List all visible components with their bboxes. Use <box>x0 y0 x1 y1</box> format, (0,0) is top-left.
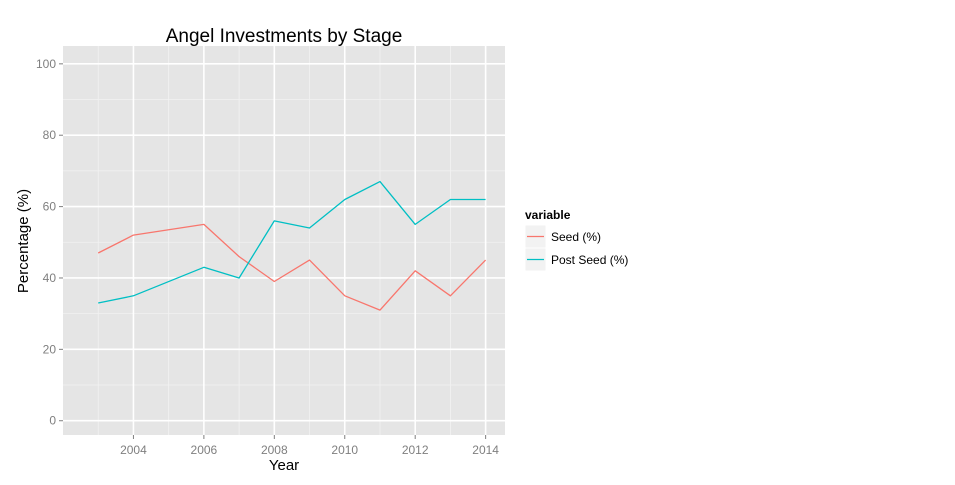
minor-gridlines <box>63 46 505 435</box>
x-axis-title: Year <box>269 457 299 474</box>
y-axis-title: Percentage (%) <box>15 189 32 293</box>
y-tick-label: 0 <box>49 414 56 428</box>
y-tick-label: 100 <box>36 57 56 71</box>
legend-label-seed: Seed (%) <box>551 230 601 244</box>
major-gridlines <box>63 46 505 435</box>
x-tick-label: 2010 <box>331 443 358 457</box>
legend-label-post-seed: Post Seed (%) <box>551 253 628 267</box>
legend: variable Seed (%) Post Seed (%) <box>524 208 628 272</box>
x-tick-label: 2006 <box>191 443 218 457</box>
x-tick-label: 2014 <box>472 443 499 457</box>
x-tick-label: 2012 <box>402 443 429 457</box>
plot-panel <box>63 46 505 435</box>
x-tick-label: 2008 <box>261 443 288 457</box>
y-tick-label: 80 <box>43 128 57 142</box>
series-line-seed <box>97 223 487 311</box>
x-tick-label: 2004 <box>120 443 147 457</box>
legend-title: variable <box>525 208 571 222</box>
y-tick-label: 60 <box>43 200 57 214</box>
y-axis: 0 20 40 60 80 100 <box>36 57 63 428</box>
series-line-post-seed <box>98 180 486 304</box>
x-axis: 2004 2006 2008 2010 2012 2014 <box>120 435 499 457</box>
y-tick-label: 20 <box>43 342 57 356</box>
y-tick-label: 40 <box>43 271 57 285</box>
series-lines <box>97 180 487 311</box>
chart-title: Angel Investments by Stage <box>166 26 403 47</box>
